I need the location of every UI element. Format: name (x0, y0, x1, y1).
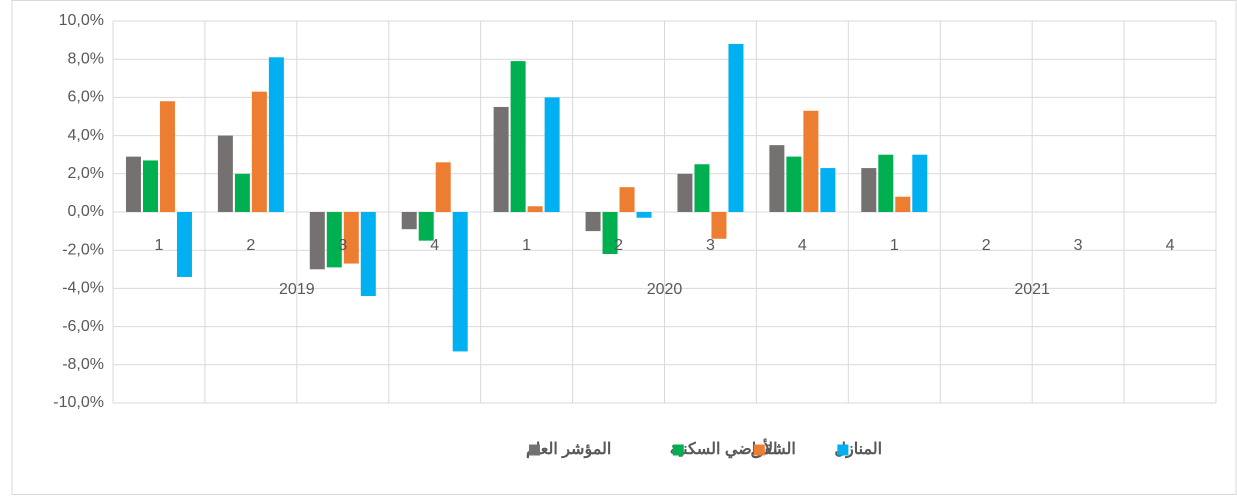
bar (878, 154, 894, 212)
legend-swatch (753, 444, 765, 456)
bar (125, 156, 141, 212)
bar (895, 196, 911, 212)
bar (142, 160, 158, 212)
bar (820, 168, 836, 212)
bar (217, 135, 233, 212)
x-group-label: 2020 (647, 281, 683, 298)
bar (728, 43, 744, 212)
bar (326, 212, 342, 268)
y-tick-label: 4,0% (68, 127, 104, 144)
bar (861, 168, 877, 212)
legend-label: الأراضي السكنية (670, 438, 778, 459)
x-tick-label: 1 (890, 237, 899, 254)
x-tick-label: 2 (614, 237, 623, 254)
bar (234, 173, 250, 212)
bar (493, 106, 509, 212)
chart-border (11, 0, 1237, 495)
bar (360, 212, 376, 297)
x-tick-label: 4 (798, 237, 807, 254)
legend-swatch (672, 444, 684, 456)
y-tick-label: -6,0% (62, 318, 104, 335)
bar (694, 164, 710, 212)
bar (309, 212, 325, 270)
bar (418, 212, 434, 241)
bar (176, 212, 192, 277)
bar (159, 101, 175, 212)
y-tick-label: -4,0% (62, 280, 104, 297)
bar (619, 187, 635, 212)
bar (636, 212, 652, 218)
legend-label: المؤشر العام (526, 441, 611, 459)
bar (527, 206, 543, 212)
bar (786, 156, 802, 212)
bar (401, 212, 417, 230)
y-tick-label: -10,0% (53, 394, 104, 411)
x-tick-label: 3 (706, 237, 715, 254)
bar (452, 212, 468, 352)
x-tick-label: 2 (982, 237, 991, 254)
bar (769, 145, 785, 212)
bar (585, 212, 601, 232)
bar (677, 173, 693, 212)
bar (803, 110, 819, 212)
x-tick-label: 3 (338, 237, 347, 254)
y-tick-label: 2,0% (68, 165, 104, 182)
y-tick-label: 10,0% (59, 12, 104, 29)
x-group-label: 2021 (1014, 281, 1050, 298)
bar (912, 154, 928, 212)
x-tick-label: 2 (246, 237, 255, 254)
y-tick-label: -2,0% (62, 241, 104, 258)
bar (602, 212, 618, 255)
bar (435, 162, 451, 212)
bar (343, 212, 359, 264)
x-tick-label: 1 (155, 237, 164, 254)
y-tick-label: 6,0% (68, 89, 104, 106)
bar (268, 57, 284, 212)
bar (544, 97, 560, 212)
legend-swatch (837, 444, 849, 456)
bar (711, 212, 727, 239)
y-tick-label: 0,0% (68, 203, 104, 220)
x-tick-label: 1 (522, 237, 531, 254)
x-group-label: 2019 (279, 281, 315, 298)
bar (251, 91, 267, 212)
bar (510, 61, 526, 212)
x-tick-label: 4 (430, 237, 439, 254)
y-tick-label: 8,0% (68, 50, 104, 67)
legend-swatch (528, 444, 540, 456)
x-tick-label: 4 (1166, 237, 1175, 254)
x-tick-label: 3 (1074, 237, 1083, 254)
y-tick-label: -8,0% (62, 356, 104, 373)
